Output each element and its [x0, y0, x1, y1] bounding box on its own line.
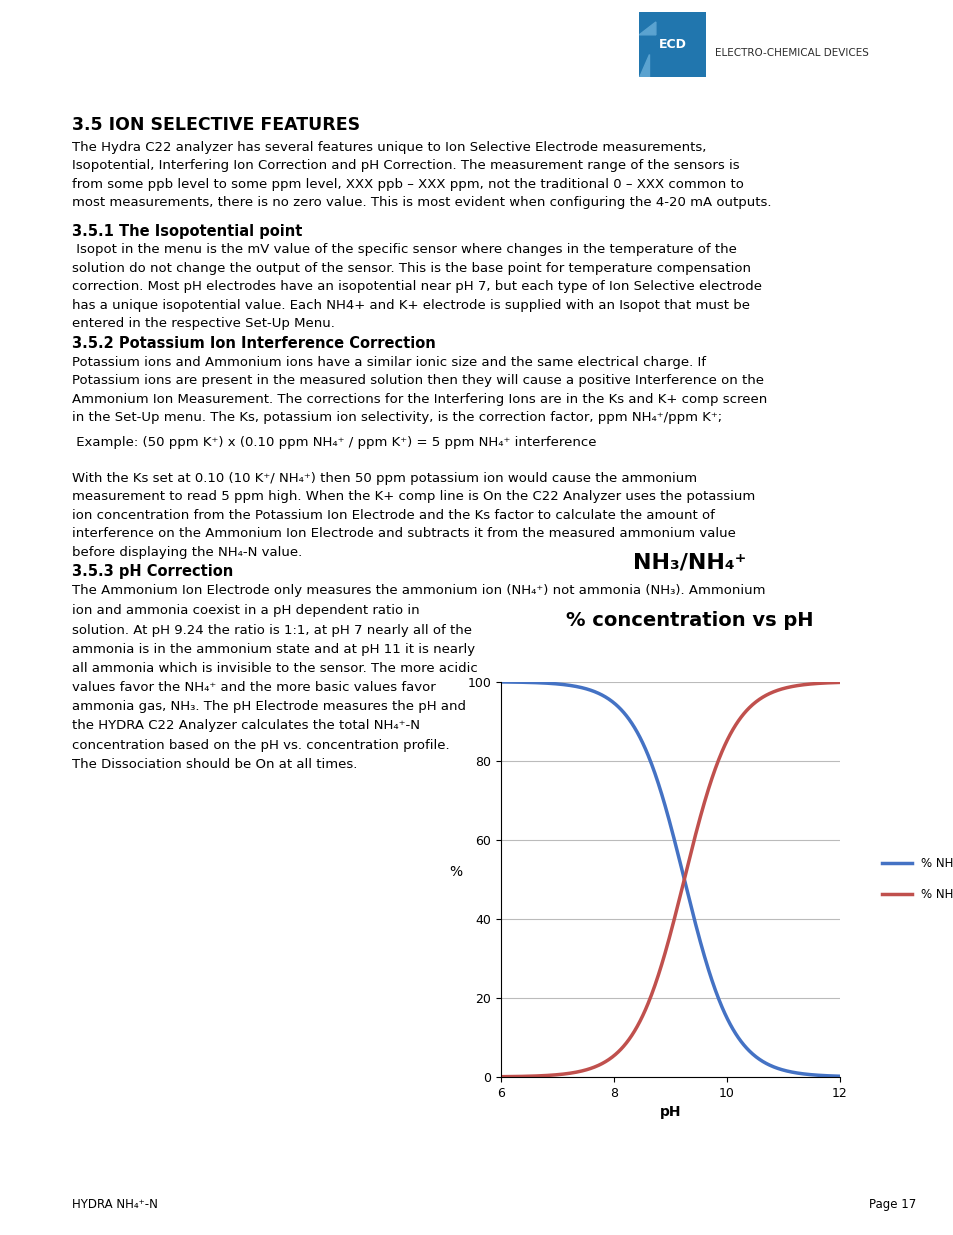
Text: 3.5.1 The Isopotential point: 3.5.1 The Isopotential point	[71, 224, 301, 238]
Text: 3.5 ION SELECTIVE FEATURES: 3.5 ION SELECTIVE FEATURES	[71, 116, 359, 135]
Text: ELECTRO-CHEMICAL DEVICES: ELECTRO-CHEMICAL DEVICES	[715, 48, 868, 58]
Text: % concentration vs pH: % concentration vs pH	[565, 611, 812, 630]
Text: Isopot in the menu is the mV value of the specific sensor where changes in the t: Isopot in the menu is the mV value of th…	[71, 243, 760, 330]
Text: NH₃/NH₄⁺: NH₃/NH₄⁺	[632, 552, 745, 572]
Text: The Hydra C22 analyzer has several features unique to Ion Selective Electrode me: The Hydra C22 analyzer has several featu…	[71, 141, 770, 209]
Y-axis label: %: %	[449, 866, 462, 879]
Text: HYDRA NH₄⁺-N: HYDRA NH₄⁺-N	[71, 1198, 157, 1212]
Text: all ammonia which is invisible to the sensor. The more acidic: all ammonia which is invisible to the se…	[71, 662, 476, 676]
Text: values favor the NH₄⁺ and the more basic values favor: values favor the NH₄⁺ and the more basic…	[71, 682, 435, 694]
X-axis label: pH: pH	[659, 1105, 680, 1119]
Text: solution. At pH 9.24 the ratio is 1:1, at pH 7 nearly all of the: solution. At pH 9.24 the ratio is 1:1, a…	[71, 624, 471, 637]
Text: the HYDRA C22 Analyzer calculates the total NH₄⁺-N: the HYDRA C22 Analyzer calculates the to…	[71, 719, 419, 732]
Text: 3.5.2 Potassium Ion Interference Correction: 3.5.2 Potassium Ion Interference Correct…	[71, 336, 435, 351]
Text: 3.5.3 pH Correction: 3.5.3 pH Correction	[71, 564, 233, 579]
Polygon shape	[639, 22, 656, 35]
Text: Example: (50 ppm K⁺) x (0.10 ppm NH₄⁺ / ppm K⁺) = 5 ppm NH₄⁺ interference: Example: (50 ppm K⁺) x (0.10 ppm NH₄⁺ / …	[71, 436, 596, 450]
Text: The Dissociation should be On at all times.: The Dissociation should be On at all tim…	[71, 758, 356, 771]
Legend: % NH4+, % NH3: % NH4+, % NH3	[877, 852, 953, 906]
Text: Page 17: Page 17	[867, 1198, 915, 1212]
Text: ECD: ECD	[658, 38, 686, 51]
Text: The Ammonium Ion Electrode only measures the ammonium ion (NH₄⁺) not ammonia (NH: The Ammonium Ion Electrode only measures…	[71, 584, 764, 598]
Text: Potassium ions and Ammonium ions have a similar ionic size and the same electric: Potassium ions and Ammonium ions have a …	[71, 356, 766, 424]
Polygon shape	[639, 54, 648, 77]
Text: ammonia is in the ammonium state and at pH 11 it is nearly: ammonia is in the ammonium state and at …	[71, 642, 475, 656]
Text: With the Ks set at 0.10 (10 K⁺/ NH₄⁺) then 50 ppm potassium ion would cause the : With the Ks set at 0.10 (10 K⁺/ NH₄⁺) th…	[71, 472, 754, 558]
Text: concentration based on the pH vs. concentration profile.: concentration based on the pH vs. concen…	[71, 739, 449, 752]
Text: ammonia gas, NH₃. The pH Electrode measures the pH and: ammonia gas, NH₃. The pH Electrode measu…	[71, 700, 465, 714]
Text: ion and ammonia coexist in a pH dependent ratio in: ion and ammonia coexist in a pH dependen…	[71, 604, 418, 618]
